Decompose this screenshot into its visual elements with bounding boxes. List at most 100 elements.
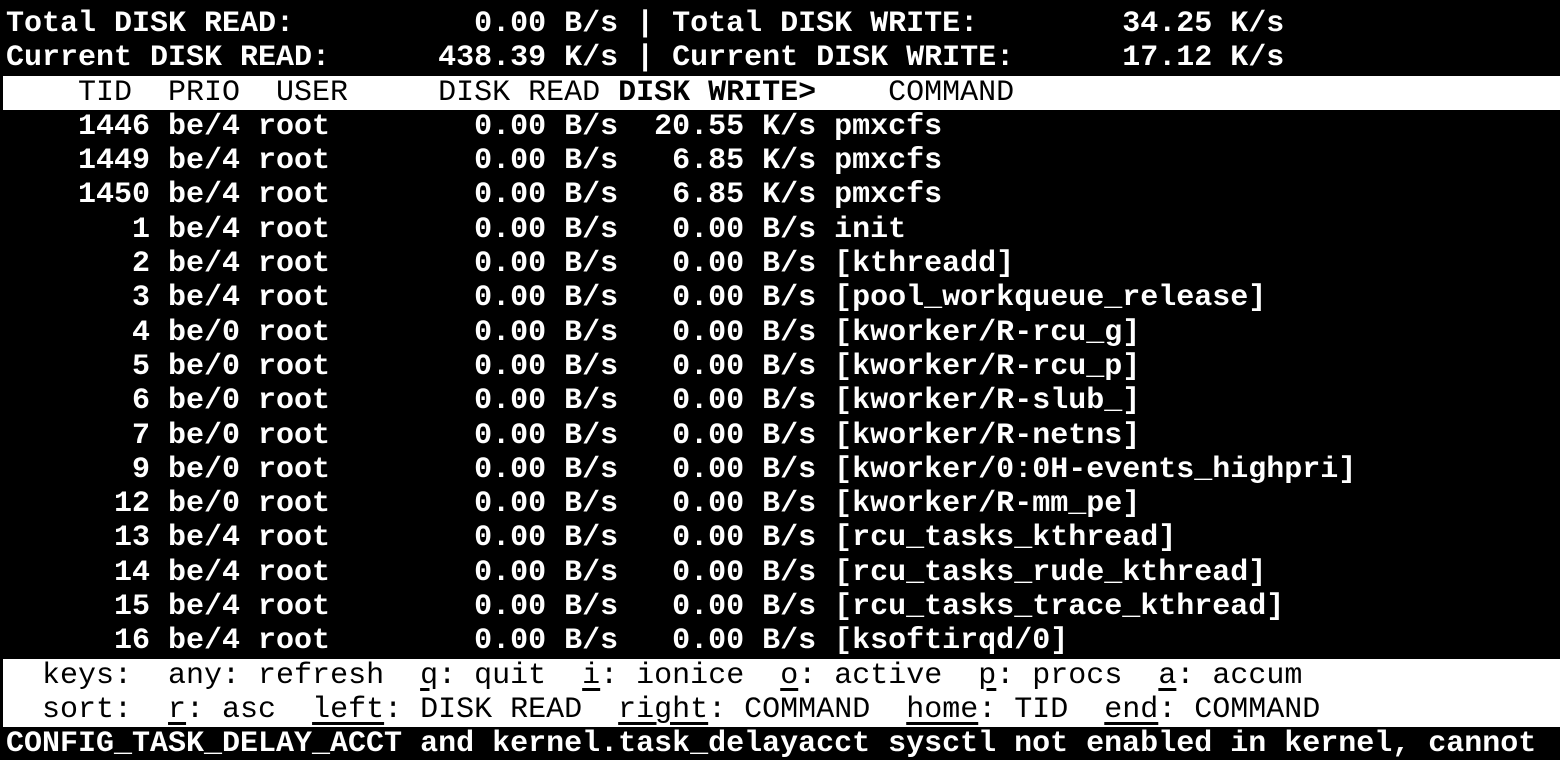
table-row: 12 be/0 root 0.00 B/s 0.00 B/s [kworker/… — [0, 487, 1560, 521]
cell-command: [kworker/R-rcu_p] — [816, 349, 1141, 384]
cell-disk-write: 0.00 B/s — [618, 590, 817, 625]
cell-command: init — [816, 212, 907, 247]
cell-prio: be/0 — [150, 315, 241, 350]
status-line: CONFIG_TASK_DELAY_ACCT and kernel.task_d… — [6, 727, 1537, 760]
cell-tid: 9 — [6, 452, 151, 487]
cell-disk-write: 0.00 B/s — [618, 212, 817, 247]
cell-disk-write: 6.85 K/s — [618, 144, 817, 179]
cell-prio: be/4 — [150, 521, 241, 556]
summary-separator: | — [618, 41, 673, 76]
summary-value: 438.39 K/s — [330, 41, 619, 76]
cell-prio: be/4 — [150, 247, 241, 282]
cell-command: [kthreadd] — [816, 247, 1015, 282]
cell-prio: be/0 — [150, 487, 241, 522]
summary-value: 17.12 K/s — [1014, 41, 1285, 76]
cell-tid: 1450 — [6, 178, 151, 213]
cell-disk-read: 0.00 B/s — [330, 521, 619, 556]
sorted-column-header: DISK WRITE> — [618, 75, 817, 110]
help-action: : procs — [996, 658, 1123, 693]
help-gap — [546, 659, 582, 693]
cell-command: [rcu_tasks_trace_kthread] — [816, 590, 1285, 625]
cell-disk-write: 0.00 B/s — [618, 281, 817, 316]
help-gap — [276, 693, 312, 727]
summary-separator: | — [618, 7, 673, 41]
summary-line-total: Total DISK READ: 0.00 B/s | Total DISK W… — [0, 7, 1560, 41]
cell-disk-read: 0.00 B/s — [330, 418, 619, 453]
cell-user: root — [240, 624, 331, 659]
cell-user: root — [240, 384, 331, 419]
summary-label: Total DISK READ: — [6, 7, 295, 41]
help-gap — [744, 659, 780, 693]
cell-command: [kworker/R-netns] — [816, 418, 1141, 453]
help-key: home — [906, 692, 979, 727]
cell-disk-write: 0.00 B/s — [618, 624, 817, 659]
cell-disk-write: 6.85 K/s — [618, 178, 817, 213]
cell-disk-read: 0.00 B/s — [330, 247, 619, 282]
cell-command: pmxcfs — [816, 144, 943, 179]
help-action: : DISK READ — [384, 692, 583, 727]
column-header-row: TID PRIO USER DISK READ DISK WRITE> COMM… — [0, 75, 1560, 110]
help-gap — [870, 693, 906, 727]
help-gap — [1122, 659, 1158, 693]
cell-disk-read: 0.00 B/s — [330, 349, 619, 384]
cell-user: root — [240, 281, 331, 316]
cell-prio: be/4 — [150, 624, 241, 659]
help-key: i — [582, 658, 601, 693]
cell-prio: be/4 — [150, 212, 241, 247]
cell-user: root — [240, 487, 331, 522]
help-key: a — [1158, 658, 1177, 693]
table-row: 13 be/4 root 0.00 B/s 0.00 B/s [rcu_task… — [0, 521, 1560, 555]
help-gap — [1068, 693, 1104, 727]
cell-disk-read: 0.00 B/s — [330, 212, 619, 247]
cell-command: pmxcfs — [816, 178, 943, 213]
cell-command: [rcu_tasks_kthread] — [816, 521, 1177, 556]
cell-tid: 15 — [6, 590, 151, 625]
summary-label: Current DISK READ: — [6, 41, 331, 76]
column-header-command: COMMAND — [816, 75, 1015, 110]
cell-disk-read: 0.00 B/s — [330, 452, 619, 487]
table-row: 1 be/4 root 0.00 B/s 0.00 B/s init — [0, 213, 1560, 247]
summary-label: Current DISK WRITE: — [672, 41, 1015, 76]
cell-prio: be/0 — [150, 452, 241, 487]
table-row: 5 be/0 root 0.00 B/s 0.00 B/s [kworker/R… — [0, 350, 1560, 384]
cell-disk-read: 0.00 B/s — [330, 624, 619, 659]
cell-disk-read: 0.00 B/s — [330, 590, 619, 625]
cell-user: root — [240, 521, 331, 556]
cell-disk-write: 0.00 B/s — [618, 487, 817, 522]
cell-disk-write: 0.00 B/s — [618, 247, 817, 282]
cell-command: [kworker/R-slub_] — [816, 384, 1141, 419]
cell-user: root — [240, 212, 331, 247]
cell-disk-read: 0.00 B/s — [330, 144, 619, 179]
table-row: 9 be/0 root 0.00 B/s 0.00 B/s [kworker/0… — [0, 453, 1560, 487]
cell-command: pmxcfs — [816, 109, 943, 144]
cell-command: [kworker/0:0H-events_highpri] — [816, 452, 1357, 487]
cell-command: [ksoftirqd/0] — [816, 624, 1069, 659]
table-row: 4 be/0 root 0.00 B/s 0.00 B/s [kworker/R… — [0, 316, 1560, 350]
table-row: 3 be/4 root 0.00 B/s 0.00 B/s [pool_work… — [0, 281, 1560, 315]
summary-line-current: Current DISK READ: 438.39 K/s | Current … — [0, 41, 1560, 75]
help-action: : ionice — [600, 658, 745, 693]
cell-disk-write: 0.00 B/s — [618, 418, 817, 453]
cell-user: root — [240, 315, 331, 350]
cell-tid: 12 — [6, 487, 151, 522]
table-row: 1450 be/4 root 0.00 B/s 6.85 K/s pmxcfs — [0, 178, 1560, 212]
cell-disk-write: 0.00 B/s — [618, 452, 817, 487]
cell-disk-write: 0.00 B/s — [618, 521, 817, 556]
cell-tid: 7 — [6, 418, 151, 453]
help-action: : active — [798, 658, 943, 693]
help-key: p — [978, 658, 997, 693]
keys-help-line: keys: any: refresh q: quit i: ionice o: … — [0, 658, 1560, 693]
summary-value: 34.25 K/s — [978, 7, 1285, 41]
table-row: 16 be/4 root 0.00 B/s 0.00 B/s [ksoftirq… — [0, 624, 1560, 658]
cell-user: root — [240, 452, 331, 487]
table-row: 14 be/4 root 0.00 B/s 0.00 B/s [rcu_task… — [0, 556, 1560, 590]
cell-prio: be/0 — [150, 418, 241, 453]
cell-disk-read: 0.00 B/s — [330, 178, 619, 213]
help-key: left — [312, 692, 385, 727]
help-gap — [942, 659, 978, 693]
cell-disk-read: 0.00 B/s — [330, 281, 619, 316]
cell-disk-read: 0.00 B/s — [330, 384, 619, 419]
cell-user: root — [240, 178, 331, 213]
table-row: 2 be/4 root 0.00 B/s 0.00 B/s [kthreadd] — [0, 247, 1560, 281]
